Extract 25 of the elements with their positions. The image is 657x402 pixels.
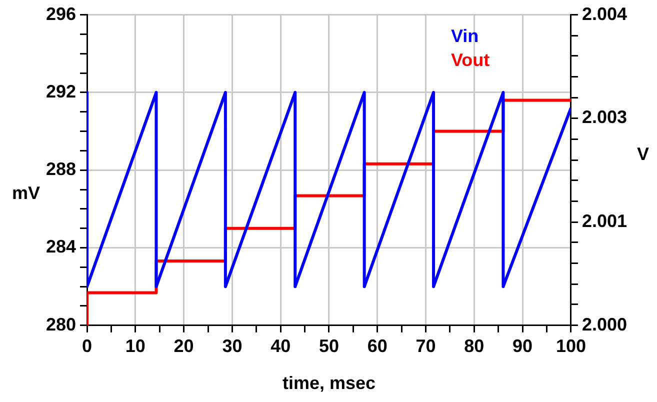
x-axis-title: time, msec — [282, 372, 376, 393]
x-tick-label: 20 — [174, 336, 194, 356]
y-tick-label: 296 — [46, 4, 76, 24]
x-tick-label: 50 — [318, 336, 340, 356]
y-tick-label: 292 — [46, 81, 76, 102]
x-tick-label: 60 — [367, 336, 388, 356]
x-tick-label: 80 — [464, 336, 484, 356]
y-tick-label: 284 — [46, 236, 76, 257]
y2-tick-label: 2.000 — [582, 314, 628, 334]
y2-tick-label: 2.003 — [582, 107, 628, 128]
x-tick-label: 0 — [82, 336, 92, 356]
y2-tick-label: 2.001 — [582, 211, 628, 232]
x-tick-label: 90 — [512, 336, 533, 356]
y2-tick-label: 2.004 — [582, 4, 628, 24]
x-tick-label: 30 — [222, 336, 242, 356]
x-tick-label: 40 — [270, 336, 291, 356]
y-axis-title: mV — [12, 183, 40, 204]
y-tick-label: 280 — [46, 314, 76, 334]
text: Vin — [450, 26, 479, 46]
x-tick-label: 70 — [416, 336, 436, 356]
series-label: Vout — [450, 50, 490, 70]
x-tick-label: 100 — [556, 336, 586, 356]
y2-axis-title: V — [636, 144, 650, 164]
x-tick-label: 10 — [125, 336, 146, 356]
y-tick-label: 288 — [46, 159, 76, 180]
